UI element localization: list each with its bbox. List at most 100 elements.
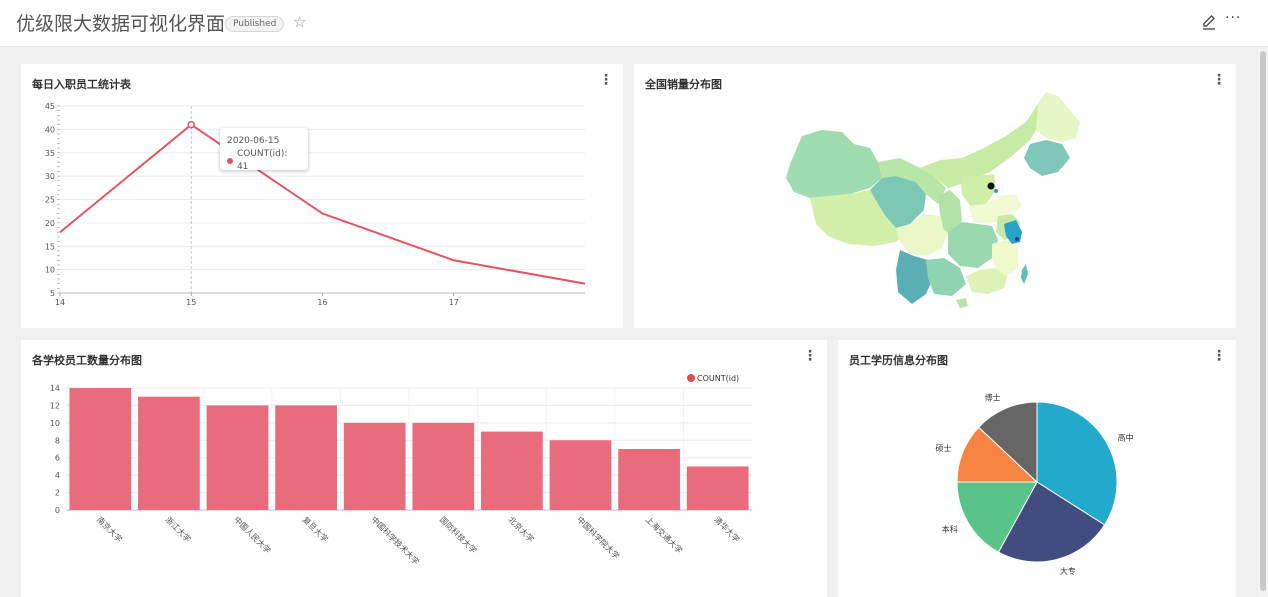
bar-chart-title: 各学校员工数量分布图: [32, 354, 142, 367]
map-title: 全国销量分布图: [645, 78, 722, 91]
line-y-tick-label: 10: [45, 266, 55, 275]
bar-8: [618, 449, 680, 510]
line-point-highlight: [187, 120, 195, 129]
published-badge: Published: [225, 16, 285, 32]
line-x-tick-label: 15: [186, 298, 196, 307]
line-y-tick-label: 45: [45, 102, 55, 111]
map-region-xinjiang: [786, 130, 882, 198]
bar-y-tick-label: 0: [55, 506, 60, 515]
bar-x-tick-label: 国防科技大学: [438, 514, 479, 555]
line-chart-title: 每日入职员工统计表: [32, 78, 131, 91]
map-region-qinghai: [870, 176, 926, 228]
bar-5: [412, 422, 475, 510]
line-chart[interactable]: 5 10 15 20 25 30 35 40 45 14 15 16 17: [21, 64, 623, 328]
more-horizontal-icon[interactable]: ···: [1225, 10, 1242, 26]
bar-x-tick-label: 复旦大学: [301, 514, 331, 544]
bar-y-tick-label: 2: [55, 489, 60, 498]
bar-6: [481, 431, 543, 510]
bar-2: [206, 405, 269, 510]
tooltip-series-dot: [227, 158, 233, 164]
map-marker-beijing: [987, 182, 995, 190]
bar-x-tick-label: 上海交通大学: [644, 514, 685, 555]
bar-x-tick-label: 中国人民大学: [232, 514, 273, 555]
star-outline-icon[interactable]: ☆: [293, 13, 307, 31]
pie-slice-label: 本科: [942, 524, 958, 534]
line-y-tick-label: 30: [45, 172, 55, 181]
bar-3: [275, 405, 337, 510]
bar-x-tick-label: 南京大学: [95, 514, 125, 544]
tooltip-date: 2020-06-15: [227, 136, 280, 146]
bar-0: [69, 388, 132, 510]
pie-slice-label: 博士: [984, 393, 1000, 403]
pie-slice-4: [977, 401, 1038, 484]
pie-slice-3: [956, 426, 1039, 483]
pie-chart-menu-icon[interactable]: ⋮: [1212, 348, 1226, 364]
china-map[interactable]: [634, 64, 1236, 328]
map-region-sichuan: [896, 214, 948, 256]
pie-chart-title: 员工学历信息分布图: [849, 354, 948, 367]
bar-x-tick-label: 中国科学院大学: [575, 514, 622, 561]
bar-chart-card: 各学校员工数量分布图 ⋮ 0 2 4 6 8 10 12 14 南京大学 浙江大学 中国人民大学 复旦…: [21, 340, 827, 597]
pie-slice-1: [997, 481, 1106, 563]
map-region-shaanxi: [938, 190, 962, 236]
bar-y-tick-label: 4: [55, 471, 60, 480]
pie-slice-label: 高中: [1118, 433, 1134, 443]
map-region-inner-mongolia: [920, 100, 1050, 188]
map-marker-shanghai: [1015, 237, 1019, 241]
line-x-tick-label: 14: [55, 298, 65, 307]
line-chart-tooltip: 2020-06-15 COUNT(id): 41: [220, 128, 308, 172]
pie-chart-card: 员工学历信息分布图 ⋮ 高中大专 本科 硕士 博士: [838, 340, 1236, 597]
bar-y-tick-label: 8: [55, 436, 60, 445]
line-series: [59, 123, 586, 285]
map-region-hubei-hunan: [948, 222, 998, 268]
scrollbar-thumb[interactable]: [1260, 51, 1266, 591]
bar-7: [549, 440, 612, 510]
map-region-fujian: [992, 240, 1018, 276]
bar-legend-dot: [687, 374, 695, 382]
line-y-tick-label: 5: [50, 289, 55, 298]
map-region-taiwan: [1021, 264, 1028, 284]
bar-4: [343, 422, 406, 510]
map-region-yunnan: [896, 250, 934, 304]
map-region-guangdong: [966, 268, 1008, 294]
map-marker-tianjin: [994, 189, 998, 193]
map-region-jilin-liaoning: [1024, 140, 1070, 176]
dashboard-title: 优级限大数据可视化界面: [16, 13, 226, 35]
line-chart-card: 每日入职员工统计表 ⋮ 5 10 15 20 25 30 35 40 45 14 15 16 17 20…: [21, 64, 623, 328]
map-region-shanxi-hebei: [960, 174, 996, 206]
line-y-tick-label: 35: [45, 149, 55, 158]
pie-slice-label: 硕士: [935, 443, 951, 453]
map-region-heilongjiang: [1036, 92, 1080, 142]
bar-chart[interactable]: 0 2 4 6 8 10 12 14 南京大学 浙江大学 中国人民大学 复旦大学 中国科学技术大学 国防科…: [21, 340, 827, 597]
line-x-tick-label: 16: [317, 298, 327, 307]
line-y-tick-label: 15: [45, 242, 55, 251]
map-region-hainan: [956, 298, 968, 308]
map-region-guangxi: [926, 258, 966, 296]
pencil-icon[interactable]: [1201, 13, 1217, 31]
bar-legend-label: COUNT(id): [697, 374, 739, 383]
bar-x-tick-label: 中国科学技术大学: [369, 514, 421, 566]
bar-x-tick-label: 北京大学: [506, 514, 536, 544]
line-y-tick-label: 40: [45, 125, 55, 134]
line-y-tick-label: 20: [45, 219, 55, 228]
map-menu-icon[interactable]: ⋮: [1212, 72, 1226, 88]
dashboard-header: 优级限大数据可视化界面 Published ☆ ···: [0, 0, 1268, 47]
bar-y-tick-label: 14: [50, 384, 60, 393]
bar-9: [686, 466, 749, 510]
tooltip-value: COUNT(id): 41: [236, 149, 288, 172]
pie-slice-2: [956, 481, 1038, 553]
line-x-tick-label: 17: [449, 298, 459, 307]
bar-y-tick-label: 12: [50, 401, 60, 410]
bar-chart-menu-icon[interactable]: ⋮: [803, 348, 817, 364]
map-card: 全国销量分布图 ⋮: [634, 64, 1236, 328]
page-scrollbar[interactable]: [1258, 47, 1268, 597]
line-chart-menu-icon[interactable]: ⋮: [599, 72, 613, 88]
line-y-tick-label: 25: [45, 196, 55, 205]
pie-slice-label: 大专: [1060, 566, 1076, 576]
bar-x-tick-label: 清华大学: [712, 514, 742, 544]
bar-x-tick-label: 浙江大学: [163, 514, 193, 544]
map-region-gansu: [878, 158, 946, 204]
bar-y-tick-label: 10: [50, 419, 60, 428]
bar-1: [138, 396, 200, 510]
